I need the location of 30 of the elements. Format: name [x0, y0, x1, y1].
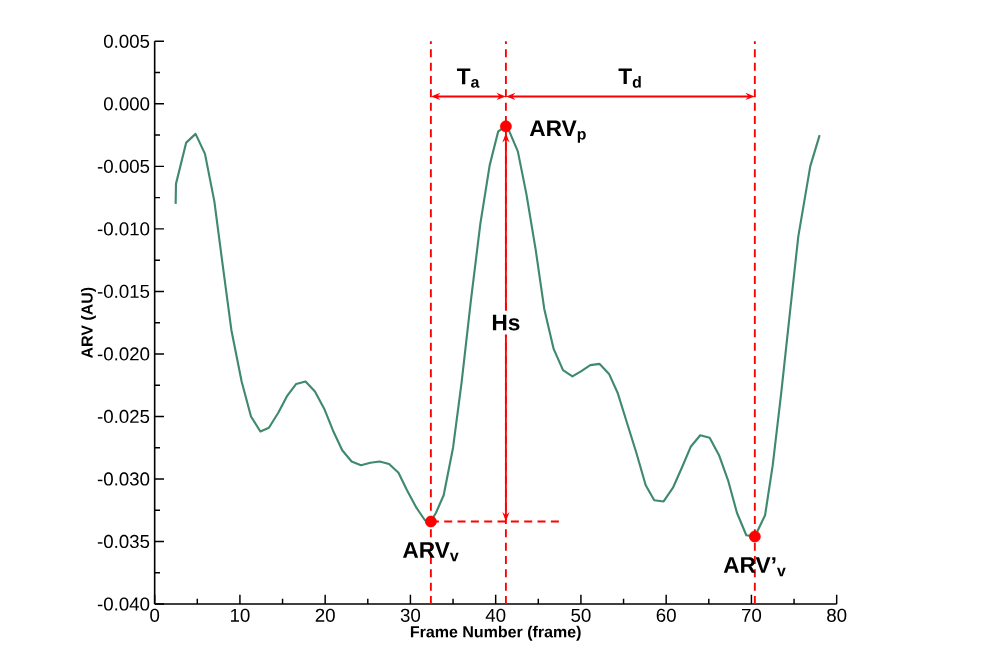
x-tick-label: 30 [400, 608, 421, 622]
x-tick-label: 60 [656, 608, 676, 622]
y-tick-label: -0.020 [97, 347, 150, 361]
point [500, 120, 512, 133]
point [425, 515, 437, 528]
x-tick-label: 50 [571, 608, 591, 622]
x-tick-label: 10 [230, 608, 250, 622]
x-tick-label: 20 [315, 608, 335, 622]
y-tick-label: -0.005 [97, 159, 150, 173]
x-tick-label: 80 [827, 608, 847, 622]
y-tick-label: -0.010 [97, 222, 150, 236]
y-tick-label: 0.000 [103, 97, 150, 111]
x-tick-label: 70 [742, 608, 762, 622]
annotation: ARV$_{v}$ [402, 542, 459, 562]
y-tick-label: -0.035 [97, 534, 150, 549]
x-axis-title: Frame Number (frame) [410, 625, 581, 641]
y-tick-label: -0.030 [97, 472, 150, 486]
annotation: T$_{a}$ [456, 68, 480, 88]
x-tick-label: 0 [150, 608, 160, 622]
annotation: ARV$_{p}$ [529, 120, 586, 143]
y-tick-label: -0.015 [97, 284, 150, 299]
annotation: Hs [492, 314, 520, 331]
x-tick-label: 40 [485, 608, 506, 622]
y-tick-label: -0.025 [97, 409, 150, 424]
y-axis-title: ARV (AU) [80, 287, 96, 359]
point [748, 530, 761, 543]
annotation: ARV’$_{v}$ [723, 557, 786, 577]
annotation: T$_{d}$ [618, 68, 641, 88]
y-tick-label: -0.040 [97, 597, 150, 611]
y-tick-label: 0.005 [103, 34, 150, 48]
